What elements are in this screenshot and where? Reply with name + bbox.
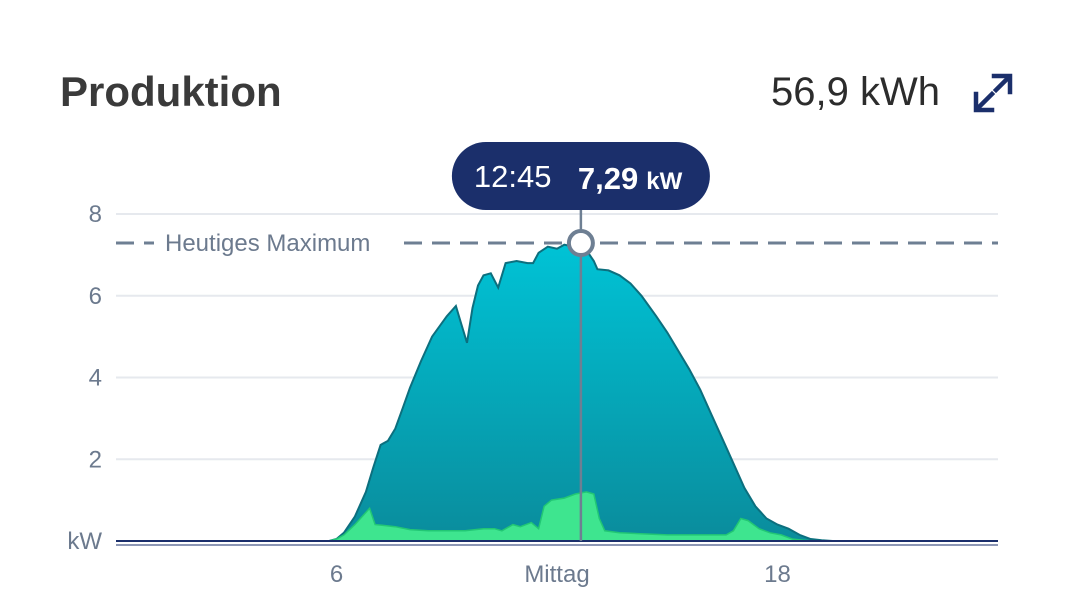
y-tick-label: 8	[89, 201, 102, 228]
y-tick-label: 2	[89, 446, 102, 473]
x-tick-label: 18	[764, 561, 791, 588]
max-label-background	[158, 229, 400, 256]
max-label: Heutiges Maximum	[165, 230, 370, 257]
expand-corner-bottom-left	[973, 91, 995, 113]
expand-corner-top-right	[991, 73, 1013, 95]
x-tick-label: 6	[330, 561, 343, 588]
y-unit-label: kW	[67, 528, 102, 555]
page-title: Produktion	[60, 68, 282, 115]
expand-icon[interactable]	[968, 70, 1016, 118]
tooltip-value: 7,29 kW	[578, 161, 683, 196]
y-tick-label: 4	[89, 365, 102, 392]
daily-total: 56,9 kWh	[771, 70, 940, 114]
cursor-marker[interactable]	[566, 229, 595, 258]
x-axis: 6 Mittag 18	[330, 561, 791, 588]
y-tick-label: 6	[89, 283, 102, 310]
x-tick-label: Mittag	[524, 561, 589, 588]
tooltip-value-unit: kW	[646, 168, 682, 195]
y-axis: 2 4 6 8 kW	[67, 201, 102, 555]
tooltip-time: 12:45	[474, 159, 552, 194]
expand-arrow-bottom-left	[974, 90, 996, 112]
max-line-group: Heutiges Maximum	[116, 229, 998, 257]
tooltip: 12:45 7,29 kW	[451, 142, 710, 210]
tooltip-background	[451, 142, 710, 210]
expand-arrow-top-right	[992, 74, 1012, 94]
tooltip-value-number: 7,29	[578, 161, 638, 196]
